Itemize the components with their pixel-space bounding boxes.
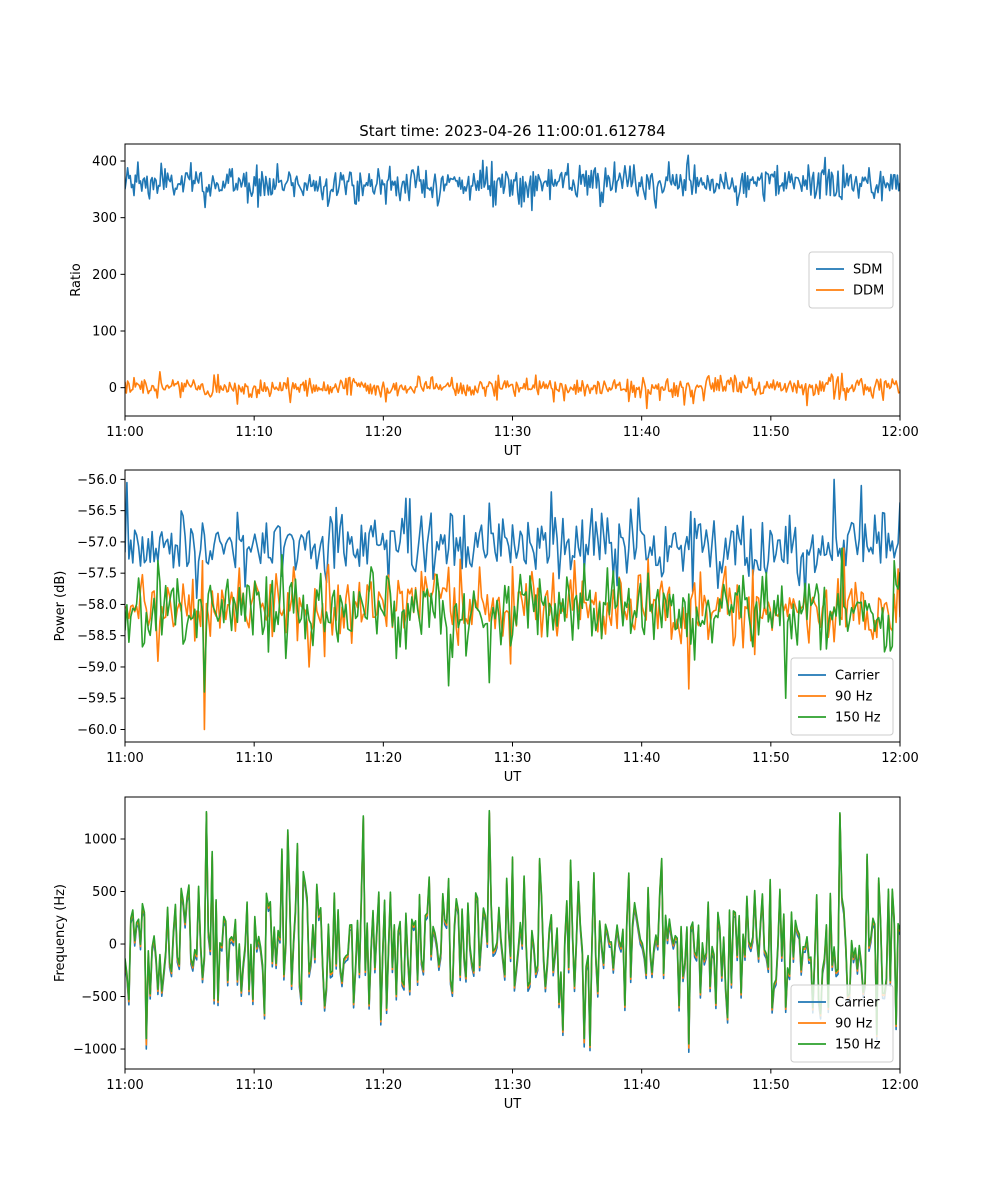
x-tick-label: 11:40 bbox=[623, 425, 660, 440]
y-tick-label: −56.0 bbox=[77, 473, 117, 488]
y-tick-label: 400 bbox=[92, 155, 117, 170]
y-tick-label: −500 bbox=[81, 990, 117, 1005]
subplot-3: 11:00 11:10 11:20 11:30 11:40 11:50 12:00 −1000… bbox=[53, 796, 919, 1112]
y-tick-label: −57.5 bbox=[77, 567, 117, 582]
x-axis-label: UT bbox=[504, 1097, 522, 1112]
legend: SDM DDM bbox=[808, 251, 894, 309]
legend-entry: SDM bbox=[853, 263, 882, 278]
y-tick-label: −59.0 bbox=[77, 660, 117, 675]
legend-entry: 150 Hz bbox=[835, 711, 881, 726]
series-line-ddm bbox=[125, 371, 900, 410]
x-tick-label: 11:10 bbox=[235, 425, 272, 440]
x-axis-label: UT bbox=[504, 770, 522, 785]
x-axis-label: UT bbox=[504, 444, 522, 459]
x-tick-label: 11:20 bbox=[365, 1078, 402, 1093]
plot-area bbox=[125, 154, 900, 410]
y-axis-label: Frequency (Hz) bbox=[53, 884, 68, 982]
x-tick-label: 11:20 bbox=[365, 751, 402, 766]
x-tick-label: 11:20 bbox=[365, 425, 402, 440]
x-tick-label: 11:10 bbox=[235, 1078, 272, 1093]
x-tick-label: 11:30 bbox=[494, 751, 531, 766]
y-axis-label: Ratio bbox=[69, 263, 84, 296]
y-tick-label: −58.0 bbox=[77, 598, 117, 613]
y-tick-label: 200 bbox=[92, 268, 117, 283]
y-tick-label: 1000 bbox=[84, 833, 117, 848]
figure-title: Start time: 2023-04-26 11:00:01.612784 bbox=[359, 122, 665, 140]
x-tick-label: 11:40 bbox=[623, 1078, 660, 1093]
legend-entry: 150 Hz bbox=[835, 1038, 881, 1053]
x-tick-label: 11:10 bbox=[235, 751, 272, 766]
x-tick-label: 11:00 bbox=[106, 425, 143, 440]
series-line-carrier bbox=[125, 478, 900, 599]
subplots: 11:00 11:10 11:20 11:30 11:40 11:50 12:00 0 100 2… bbox=[53, 143, 919, 1112]
x-tick-label: 11:40 bbox=[623, 751, 660, 766]
x-tick-label: 12:00 bbox=[881, 1078, 918, 1093]
x-tick-label: 11:30 bbox=[494, 425, 531, 440]
y-tick-label: −57.0 bbox=[77, 535, 117, 550]
x-tick-label: 11:50 bbox=[752, 1078, 789, 1093]
y-tick-label: −1000 bbox=[73, 1043, 117, 1058]
subplot-2: 11:00 11:10 11:20 11:30 11:40 11:50 12:00 −60.0… bbox=[53, 469, 919, 785]
x-tick-label: 11:50 bbox=[752, 751, 789, 766]
y-tick-label: 100 bbox=[92, 325, 117, 340]
legend-box bbox=[808, 251, 894, 309]
y-tick-label: −56.5 bbox=[77, 504, 117, 519]
x-tick-label: 11:30 bbox=[494, 1078, 531, 1093]
plot-area bbox=[125, 809, 900, 1053]
series-line-150-hz bbox=[125, 547, 900, 699]
y-tick-label: 300 bbox=[92, 211, 117, 226]
series-line-sdm bbox=[125, 154, 900, 212]
legend-box bbox=[790, 984, 894, 1063]
legend-box bbox=[790, 657, 894, 736]
plot-area bbox=[125, 478, 900, 731]
legend: Carrier 90 Hz 150 Hz bbox=[790, 657, 894, 736]
legend-entry: Carrier bbox=[835, 669, 880, 684]
y-tick-label: 0 bbox=[109, 381, 117, 396]
x-tick-label: 12:00 bbox=[881, 425, 918, 440]
legend-entry: DDM bbox=[853, 284, 884, 299]
subplot-1: 11:00 11:10 11:20 11:30 11:40 11:50 12:00 0 100 2… bbox=[69, 143, 919, 459]
y-tick-label: 500 bbox=[92, 885, 117, 900]
x-tick-label: 12:00 bbox=[881, 751, 918, 766]
series-line-150-hz bbox=[125, 809, 900, 1047]
x-tick-label: 11:50 bbox=[752, 425, 789, 440]
legend: Carrier 90 Hz 150 Hz bbox=[790, 984, 894, 1063]
y-tick-label: −59.5 bbox=[77, 692, 117, 707]
y-tick-label: 0 bbox=[109, 938, 117, 953]
y-axis-label: Power (dB) bbox=[53, 571, 68, 642]
legend-entry: 90 Hz bbox=[835, 1017, 872, 1032]
legend-entry: 90 Hz bbox=[835, 690, 872, 705]
x-tick-label: 11:00 bbox=[106, 1078, 143, 1093]
x-tick-label: 11:00 bbox=[106, 751, 143, 766]
legend-entry: Carrier bbox=[835, 996, 880, 1011]
y-tick-label: −60.0 bbox=[77, 723, 117, 738]
y-tick-label: −58.5 bbox=[77, 629, 117, 644]
